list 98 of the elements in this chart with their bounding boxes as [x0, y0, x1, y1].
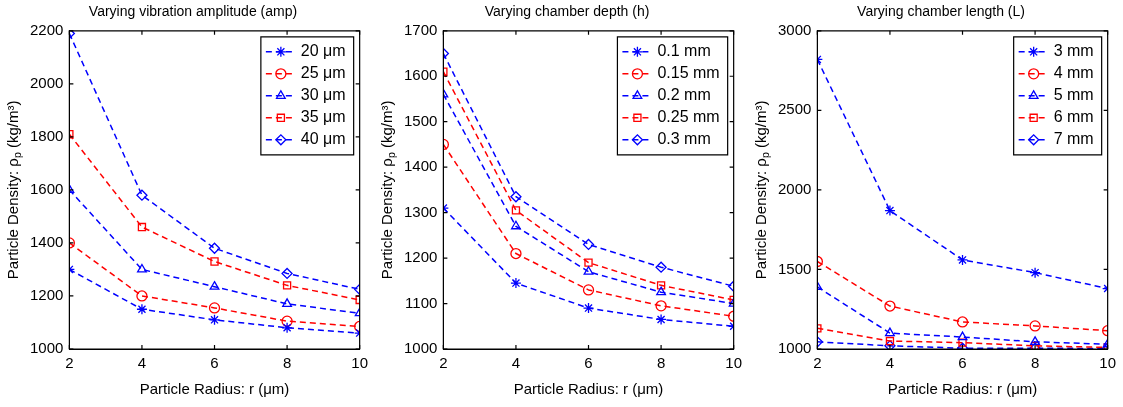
y-tick-label: 1300 — [403, 202, 438, 220]
y-tick-label: 1500 — [403, 111, 438, 129]
point — [582, 302, 595, 314]
point — [210, 257, 219, 266]
y-tick-label: 3000 — [777, 20, 812, 38]
y-tick-label: 1400 — [29, 233, 64, 251]
x-tick-label: 6 — [584, 354, 593, 372]
point — [136, 263, 147, 273]
y-axis-title: Particle Density: ρp (kg/m³) — [752, 100, 772, 280]
legend-label: 7 mm — [1053, 130, 1094, 148]
point — [956, 254, 969, 266]
legend-label: 6 mm — [1053, 108, 1094, 126]
y-tick-label: 2000 — [29, 73, 64, 91]
point — [208, 302, 221, 314]
x-tick-label: 4 — [511, 354, 521, 372]
point — [655, 300, 667, 312]
x-axis-title: Particle Radius: r (μm) — [139, 380, 290, 398]
legend-label: 35 μm — [300, 108, 346, 126]
legend-label: 30 μm — [300, 86, 346, 104]
point — [281, 315, 293, 327]
chart-title: Varying chamber length (L) — [857, 3, 1025, 20]
legend-label: 0.15 mm — [657, 64, 720, 82]
x-tick-label: 6 — [210, 354, 219, 372]
x-tick-label: 10 — [725, 354, 742, 372]
y-tick-label: 2200 — [29, 20, 64, 38]
legend-label: 4 mm — [1053, 64, 1094, 82]
legend-label: 0.1 mm — [657, 42, 711, 60]
legend-label: 3 mm — [1053, 42, 1094, 60]
x-tick-label: 8 — [282, 354, 292, 372]
y-tick-label: 1000 — [777, 339, 812, 357]
y-axis-title: Particle Density: ρp (kg/m³) — [378, 100, 398, 280]
legend-label: 20 μm — [300, 42, 346, 60]
chart-title: Varying vibration amplitude (amp) — [88, 3, 298, 20]
point — [655, 261, 667, 273]
x-axis-title: Particle Radius: r (μm) — [513, 380, 664, 398]
y-tick-label: 1500 — [777, 259, 812, 277]
point — [1030, 336, 1041, 345]
point — [510, 277, 522, 289]
point — [281, 322, 293, 334]
y-tick-label: 1100 — [405, 293, 438, 311]
point — [956, 316, 969, 328]
point — [510, 191, 522, 203]
point — [208, 242, 221, 254]
x-tick-label: 2 — [65, 354, 74, 372]
y-tick-label: 2500 — [777, 100, 812, 118]
point — [282, 298, 293, 308]
y-tick-label: 1400 — [403, 157, 438, 175]
point — [510, 247, 522, 260]
point — [884, 300, 896, 312]
point — [208, 314, 221, 326]
point — [209, 281, 220, 290]
x-tick-label: 4 — [885, 354, 895, 372]
y-tick-label: 1600 — [29, 180, 64, 198]
legend-label: 0.25 mm — [657, 108, 720, 126]
y-tick-label: 2000 — [777, 180, 812, 198]
point — [1029, 266, 1041, 279]
point — [511, 206, 521, 215]
legend-label: 40 μm — [300, 130, 346, 148]
point — [136, 290, 148, 302]
y-tick-label: 1200 — [403, 248, 438, 266]
point — [957, 331, 968, 341]
y-tick-label: 1000 — [29, 339, 64, 357]
x-tick-label: 2 — [813, 354, 822, 372]
x-tick-label: 10 — [351, 354, 368, 372]
point — [656, 281, 666, 290]
y-tick-label: 1200 — [29, 286, 64, 304]
point — [884, 327, 895, 337]
point — [655, 313, 667, 326]
y-axis-title: Particle Density: ρp (kg/m³) — [4, 100, 24, 280]
x-tick-label: 10 — [1099, 354, 1116, 372]
legend-label: 0.3 mm — [657, 130, 711, 148]
x-tick-label: 4 — [137, 354, 147, 372]
y-tick-label: 1600 — [403, 66, 438, 84]
point — [510, 220, 521, 230]
point — [136, 303, 148, 315]
point — [281, 267, 293, 280]
point — [282, 281, 292, 290]
y-tick-label: 1000 — [403, 339, 438, 357]
x-tick-label: 8 — [1030, 354, 1040, 372]
x-tick-label: 6 — [958, 354, 967, 372]
point — [583, 266, 594, 275]
x-tick-label: 8 — [656, 354, 666, 372]
legend-label: 0.2 mm — [657, 86, 711, 104]
y-tick-label: 1700 — [403, 20, 438, 38]
point — [1029, 320, 1041, 332]
point — [656, 286, 667, 296]
y-tick-label: 1800 — [29, 127, 64, 145]
legend-label: 5 mm — [1053, 86, 1094, 104]
point — [582, 284, 595, 296]
point — [584, 258, 593, 267]
point — [884, 204, 896, 217]
point — [582, 238, 595, 251]
x-axis-title: Particle Radius: r (μm) — [887, 380, 1038, 398]
point — [137, 222, 147, 232]
x-tick-label: 2 — [439, 354, 448, 372]
legend-label: 25 μm — [300, 64, 346, 82]
chart-title: Varying chamber depth (h) — [484, 3, 650, 20]
point — [136, 189, 148, 201]
